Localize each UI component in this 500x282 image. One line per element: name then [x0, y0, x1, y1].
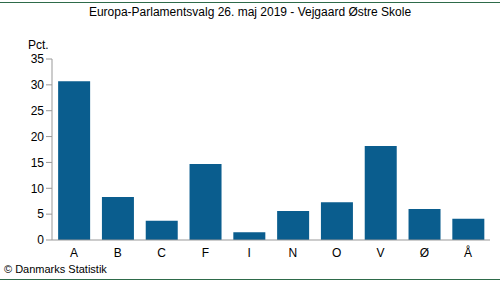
svg-text:20: 20 [31, 130, 45, 144]
html-text:Pct.: Pct. [28, 38, 49, 52]
svg-text:5: 5 [37, 207, 44, 221]
svg-text:25: 25 [31, 104, 45, 118]
svg-text:I: I [247, 246, 250, 260]
html-text:© Danmarks Statistik: © Danmarks Statistik [4, 263, 107, 275]
svg-text:Å: Å [464, 245, 472, 260]
svg-text:V: V [376, 246, 384, 260]
svg-text:30: 30 [31, 78, 45, 92]
svg-text:C: C [157, 246, 166, 260]
html-text:Europa-Parlamentsvalg 26. maj: Europa-Parlamentsvalg 26. maj 2019 - Vej… [88, 5, 412, 19]
svg-text:O: O [332, 246, 341, 260]
svg-text:B: B [114, 246, 122, 260]
svg-text:N: N [289, 246, 298, 260]
svg-text:15: 15 [31, 156, 45, 170]
svg-text:A: A [70, 246, 78, 260]
svg-text:Ø: Ø [420, 246, 429, 260]
svg-text:F: F [202, 246, 209, 260]
svg-text:35: 35 [31, 52, 45, 66]
svg-text:0: 0 [37, 233, 44, 247]
svg-text:10: 10 [31, 182, 45, 196]
